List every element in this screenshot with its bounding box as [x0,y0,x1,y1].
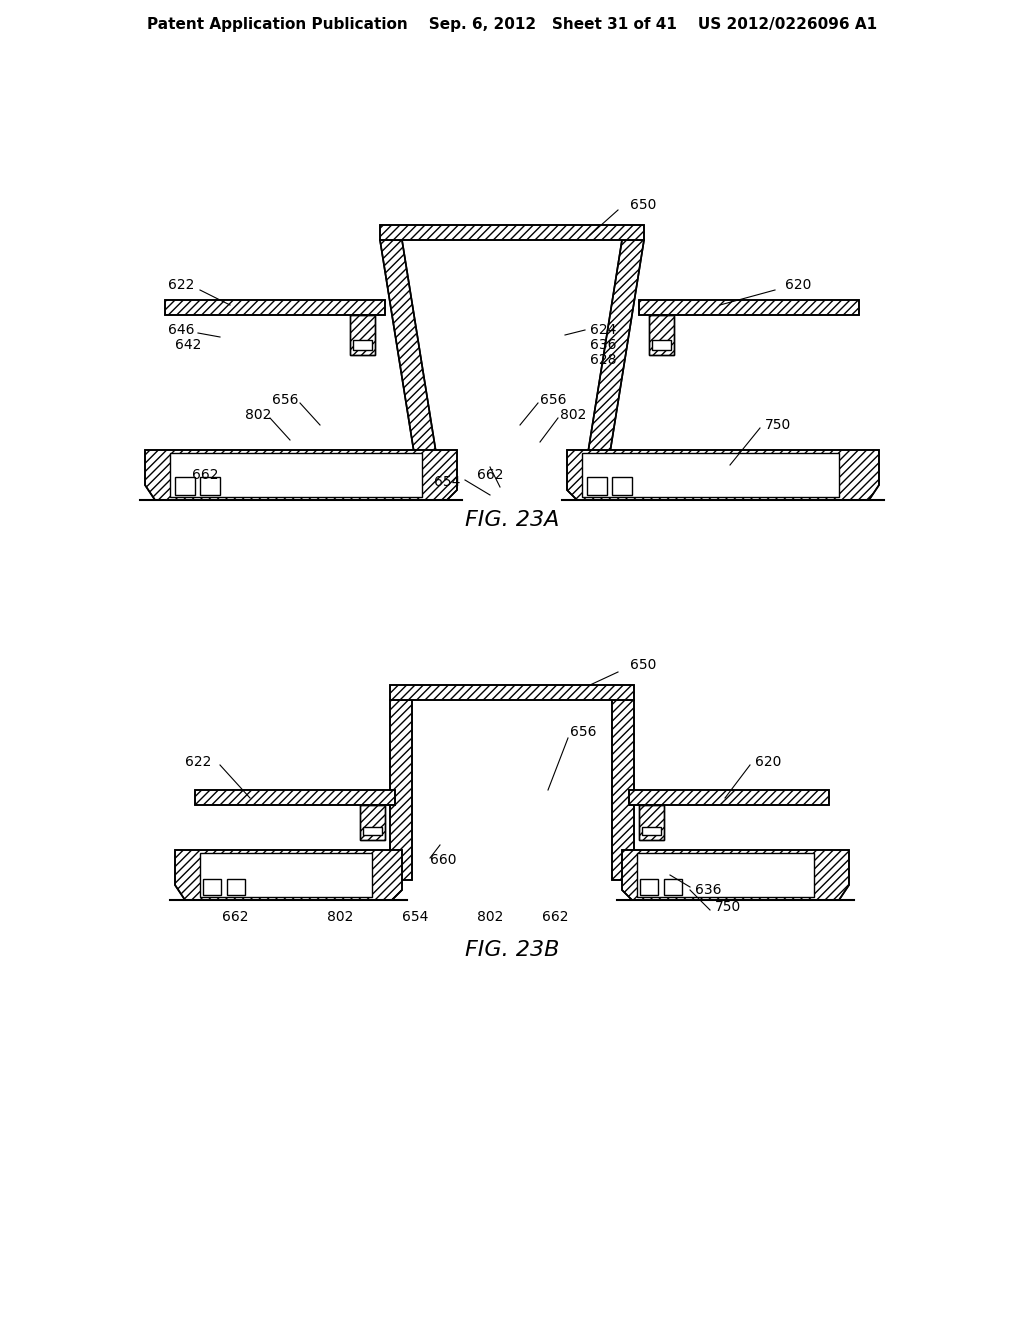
Text: 622: 622 [168,279,195,292]
Bar [612,477,632,495]
Bar [165,300,385,315]
Polygon shape [612,700,634,880]
Text: 650: 650 [630,198,656,213]
Bar [165,300,385,315]
Text: 660: 660 [430,853,457,867]
Bar [195,789,395,805]
Polygon shape [145,450,457,500]
Polygon shape [380,240,442,490]
Bar [629,789,829,805]
Text: Patent Application Publication    Sep. 6, 2012   Sheet 31 of 41    US 2012/02260: Patent Application Publication Sep. 6, 2… [146,17,878,33]
Text: 654: 654 [433,475,460,488]
Bar [200,477,220,495]
Text: 656: 656 [570,725,597,739]
Text: 802: 802 [245,408,271,422]
Bar [629,789,829,805]
Bar [582,453,839,498]
Polygon shape [380,224,644,240]
Polygon shape [622,850,849,900]
Text: 802: 802 [477,909,503,924]
Polygon shape [390,700,412,880]
Text: 662: 662 [191,469,218,482]
Bar [639,300,859,315]
Bar [664,879,682,895]
Bar [362,828,382,836]
Text: 654: 654 [401,909,428,924]
Text: 622: 622 [185,755,211,770]
Text: 662: 662 [222,909,248,924]
Polygon shape [175,850,402,900]
Bar [227,879,245,895]
Text: 750: 750 [715,900,741,913]
Bar [642,828,662,836]
Text: 628: 628 [590,352,616,367]
Text: 636: 636 [590,338,616,352]
Text: FIG. 23B: FIG. 23B [465,940,559,960]
Text: 624: 624 [590,323,616,337]
Polygon shape [582,240,644,490]
Bar [639,805,664,840]
Bar [652,341,671,350]
Bar [195,789,395,805]
Text: 802: 802 [560,408,587,422]
Text: 620: 620 [785,279,811,292]
Bar [350,315,375,355]
Text: 662: 662 [542,909,568,924]
Text: 620: 620 [755,755,781,770]
Text: 636: 636 [695,883,722,898]
Bar [200,853,372,898]
Bar [353,341,372,350]
Text: 750: 750 [765,418,792,432]
Text: FIG. 23A: FIG. 23A [465,510,559,531]
Bar [175,477,195,495]
Text: 650: 650 [630,657,656,672]
Bar [350,315,375,355]
Bar [170,453,422,498]
Bar [360,805,385,840]
Bar [640,879,658,895]
Text: 642: 642 [175,338,202,352]
Text: 646: 646 [168,323,195,337]
Bar [639,300,859,315]
Text: 662: 662 [477,469,503,482]
Bar [649,315,674,355]
Bar [637,853,814,898]
Bar [639,805,664,840]
Bar [360,805,385,840]
Bar [203,879,221,895]
Bar [649,315,674,355]
Text: 656: 656 [540,393,566,407]
Polygon shape [390,685,634,700]
Text: 802: 802 [327,909,353,924]
Bar [587,477,607,495]
Text: 656: 656 [272,393,299,407]
Polygon shape [567,450,879,500]
